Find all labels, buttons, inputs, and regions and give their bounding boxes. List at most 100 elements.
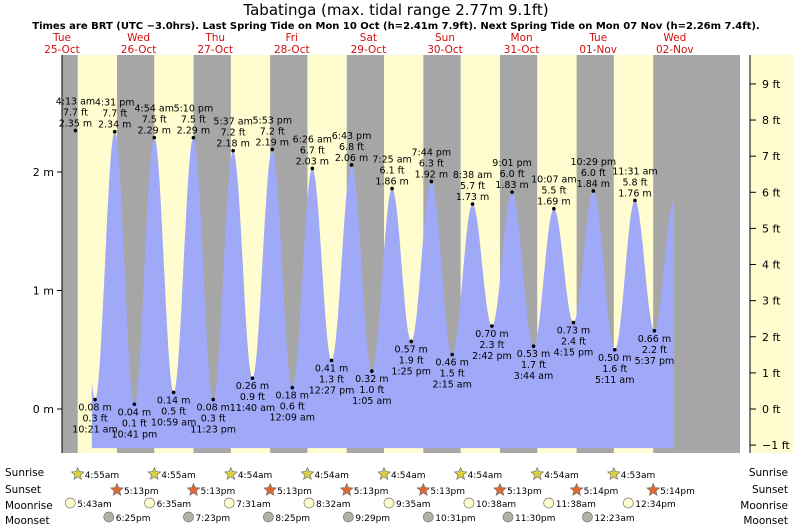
tide-label-height-m: 1.84 m	[577, 179, 610, 190]
moonset-icon	[183, 511, 194, 523]
tide-label-time: 5:11 am	[595, 375, 634, 386]
tide-label-height-m: 2.29 m	[138, 126, 171, 137]
tide-label-height-ft: 5.8 ft	[622, 177, 647, 188]
y-tick-label-ft: 8 ft	[762, 114, 781, 127]
moonrise-time: 11:38am	[556, 500, 596, 510]
sunrise-icon	[70, 466, 85, 480]
tide-point	[612, 347, 617, 352]
tide-label-height-ft: 5.7 ft	[460, 181, 485, 192]
tide-label-height-m: 2.34 m	[98, 120, 131, 131]
y-tick-label-ft: 6 ft	[762, 186, 781, 199]
moonrise-icon	[144, 497, 155, 509]
day-header-weekday: Tue	[588, 32, 607, 44]
tide-point	[470, 202, 475, 206]
tide-label-height-ft: 1.0 ft	[359, 385, 384, 396]
moonset-icon	[343, 511, 354, 523]
moonrise-icon	[622, 497, 634, 509]
y-tick-label-ft: 9 ft	[762, 78, 781, 91]
moonset-time: 7:23pm	[195, 514, 230, 524]
tide-point	[329, 358, 334, 363]
day-header-date: 28-Oct	[274, 44, 310, 56]
tide-label-time: 7:25 am	[372, 155, 411, 166]
tide-point	[531, 344, 536, 348]
tide-label-height-ft: 1.7 ft	[521, 360, 546, 371]
tide-label-time: 10:29 pm	[571, 157, 617, 168]
day-header-date: 27-Oct	[197, 44, 233, 56]
sunrise-time: 4:55am	[85, 471, 120, 481]
tide-label-time: 5:53 pm	[252, 115, 292, 126]
tide-label-height-m: 1.86 m	[375, 177, 408, 188]
sunset-time: 5:13pm	[354, 487, 389, 497]
tide-label-height-ft: 1.5 ft	[440, 368, 465, 379]
tide-point	[191, 135, 196, 140]
moonrise-time: 10:38am	[476, 500, 516, 510]
tide-label-height-ft: 7.2 ft	[260, 126, 285, 137]
y-tick-label-ft: 0 ft	[762, 403, 781, 416]
tide-label-height-m: 0.18 m	[276, 391, 309, 402]
tide-label-time: 4:13 am	[56, 97, 95, 108]
tide-label-time: 10:41 pm	[112, 429, 158, 440]
tide-point	[270, 147, 275, 152]
tide-point	[349, 163, 354, 167]
tide-label-height-ft: 7.5 ft	[181, 115, 206, 126]
moonset-time: 6:25pm	[116, 514, 151, 524]
tide-label-height-ft: 6.7 ft	[300, 145, 325, 156]
astronomy-rows: Sunrise Sunrise Sunset Sunset Moonrise Moonri…	[5, 466, 788, 525]
tide-point	[152, 135, 157, 140]
tide-point	[211, 397, 216, 402]
tide-label-height-m: 0.50 m	[598, 353, 631, 364]
tide-label-time: 12:09 am	[270, 413, 315, 424]
row-label-sunrise-right: Sunrise	[749, 467, 788, 479]
sunrise-time: 4:55am	[161, 471, 196, 481]
day-header-weekday: Sat	[360, 32, 377, 44]
tide-label-time: 8:38 am	[453, 170, 492, 181]
moonset-icon	[263, 511, 274, 523]
tide-point	[250, 376, 255, 380]
tide-label-height-ft: 6.3 ft	[419, 158, 444, 169]
sunset-time: 5:14pm	[660, 487, 695, 497]
tide-label-height-m: 2.35 m	[59, 119, 92, 130]
tide-label-height-m: 2.18 m	[216, 139, 249, 150]
sunrise-icon	[377, 466, 391, 480]
y-tick-label-m: 0 m	[33, 403, 54, 416]
sunrise-icon	[606, 466, 621, 480]
tide-label-time: 11:40 am	[230, 403, 275, 414]
moonrise-icon	[223, 497, 235, 509]
sunset-icon	[263, 482, 278, 496]
y-tick-label-ft: 5 ft	[762, 222, 781, 235]
tide-point	[409, 339, 414, 344]
tide-label-time: 5:37 pm	[635, 356, 675, 367]
tide-label-height-m: 1.83 m	[495, 180, 528, 191]
row-label-moonrise-left: Moonrise	[5, 500, 53, 512]
day-header-date: 30-Oct	[427, 44, 463, 56]
day-header-date: 02-Nov	[656, 44, 694, 56]
tide-label-time: 11:31 am	[612, 166, 657, 177]
sunset-icon	[339, 482, 354, 496]
tide-label-time: 5:37 am	[213, 117, 252, 128]
tide-label-height-ft: 2.4 ft	[561, 336, 586, 347]
tide-point	[112, 129, 117, 134]
day-header-date: 26-Oct	[121, 44, 157, 56]
moonset-time: 12:23am	[594, 514, 634, 524]
tide-label-height-ft: 5.5 ft	[541, 186, 566, 197]
tide-curve	[91, 131, 674, 449]
tide-label-height-ft: 1.3 ft	[319, 374, 344, 385]
sunset-time: 5:13pm	[201, 487, 236, 497]
tide-label-height-ft: 0.6 ft	[280, 402, 305, 413]
tide-label-time: 6:43 pm	[332, 131, 372, 142]
sunset-icon	[416, 482, 431, 496]
tide-label-height-ft: 7.2 ft	[221, 128, 246, 139]
row-label-moonrise-right: Moonrise	[740, 500, 788, 512]
moonset-time: 11:30pm	[515, 514, 555, 524]
tide-label-height-m: 0.08 m	[197, 403, 230, 414]
tide-label-height-m: 2.19 m	[256, 137, 289, 148]
tide-label-time: 7:44 pm	[412, 147, 452, 158]
chart-subtitle: Times are BRT (UTC −3.0hrs). Last Spring…	[32, 21, 760, 32]
sunset-time: 5:13pm	[124, 487, 159, 497]
tide-label-height-m: 0.41 m	[315, 363, 348, 374]
row-label-moonset-right: Moonset	[743, 515, 788, 525]
tide-label-height-ft: 0.3 ft	[83, 414, 108, 425]
sunset-icon	[569, 482, 584, 496]
sunrise-time: 4:54am	[238, 471, 273, 481]
